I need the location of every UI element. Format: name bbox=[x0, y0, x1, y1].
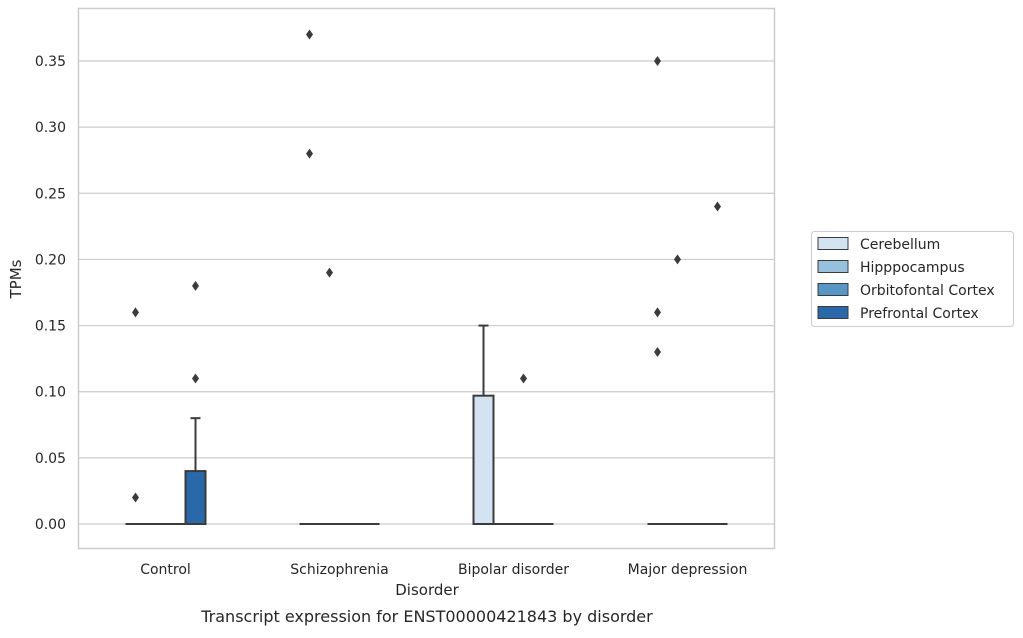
x-tick-label: Schizophrenia bbox=[290, 562, 388, 578]
outlier-point bbox=[654, 56, 661, 66]
legend-label: Orbitofontal Cortex bbox=[860, 283, 995, 299]
outlier-point bbox=[654, 347, 661, 358]
outlier-point bbox=[326, 267, 333, 278]
box-group bbox=[184, 280, 207, 526]
outlier-point bbox=[192, 373, 199, 384]
outlier-point bbox=[132, 492, 139, 503]
legend-swatch bbox=[817, 260, 849, 273]
outlier-point bbox=[674, 254, 681, 265]
x-tick-label: Bipolar disorder bbox=[458, 562, 569, 578]
box-group bbox=[667, 254, 688, 525]
legend-item: Prefrontal Cortex bbox=[817, 306, 979, 322]
box-group bbox=[647, 56, 668, 525]
y-tick-labels: 0.00 0.05 0.10 0.15 0.20 0.25 0.30 0.35 bbox=[35, 54, 66, 533]
box-group bbox=[299, 29, 320, 525]
box-group bbox=[513, 373, 534, 525]
y-tick-label: 0.15 bbox=[35, 319, 66, 335]
legend-label: Cerebellum bbox=[860, 237, 940, 253]
legend-swatch bbox=[817, 283, 849, 296]
outlier-point bbox=[306, 148, 313, 159]
grid-layer bbox=[78, 60, 775, 525]
box-group bbox=[125, 307, 146, 525]
legend-swatch bbox=[817, 237, 849, 250]
legend: Cerebellum Hipppocampus Orbitofontal Corte… bbox=[811, 231, 1014, 327]
y-tick-label: 0.10 bbox=[35, 385, 66, 401]
outlier-point bbox=[306, 29, 313, 40]
x-tick-label: Control bbox=[140, 562, 191, 578]
outlier-point bbox=[520, 373, 527, 384]
legend-item: Hipppocampus bbox=[817, 260, 965, 276]
outlier-point bbox=[132, 307, 139, 318]
x-axis-label: Disorder bbox=[395, 581, 459, 599]
box-layer bbox=[125, 29, 728, 526]
box-body bbox=[472, 394, 495, 525]
outlier-point bbox=[714, 201, 721, 212]
y-tick-label: 0.35 bbox=[35, 54, 66, 70]
legend-label: Prefrontal Cortex bbox=[860, 306, 979, 322]
legend-item: Cerebellum bbox=[817, 237, 940, 253]
outlier-point bbox=[654, 307, 661, 318]
plot-frame bbox=[77, 7, 776, 550]
legend-items: Cerebellum Hipppocampus Orbitofontal Corte… bbox=[817, 237, 995, 322]
box-group bbox=[319, 267, 340, 525]
y-tick-label: 0.20 bbox=[35, 252, 66, 268]
legend-frame bbox=[811, 231, 1014, 327]
legend-label: Hipppocampus bbox=[860, 260, 965, 276]
x-tick-label: Major depression bbox=[628, 562, 748, 578]
y-tick-label: 0.00 bbox=[35, 517, 66, 533]
y-tick-label: 0.25 bbox=[35, 186, 66, 202]
chart-caption: Transcript expression for ENST0000042184… bbox=[200, 607, 653, 626]
legend-item: Orbitofontal Cortex bbox=[817, 283, 995, 299]
y-axis-label: TPMs bbox=[7, 259, 25, 299]
x-tick-labels: Control Schizophrenia Bipolar disorder Majo… bbox=[140, 562, 747, 578]
box-group bbox=[472, 324, 495, 525]
legend-swatch bbox=[817, 306, 849, 319]
box-body bbox=[184, 470, 207, 526]
y-tick-label: 0.30 bbox=[35, 120, 66, 136]
y-tick-label: 0.05 bbox=[35, 451, 66, 467]
outlier-point bbox=[192, 280, 199, 291]
box-group bbox=[707, 201, 728, 525]
